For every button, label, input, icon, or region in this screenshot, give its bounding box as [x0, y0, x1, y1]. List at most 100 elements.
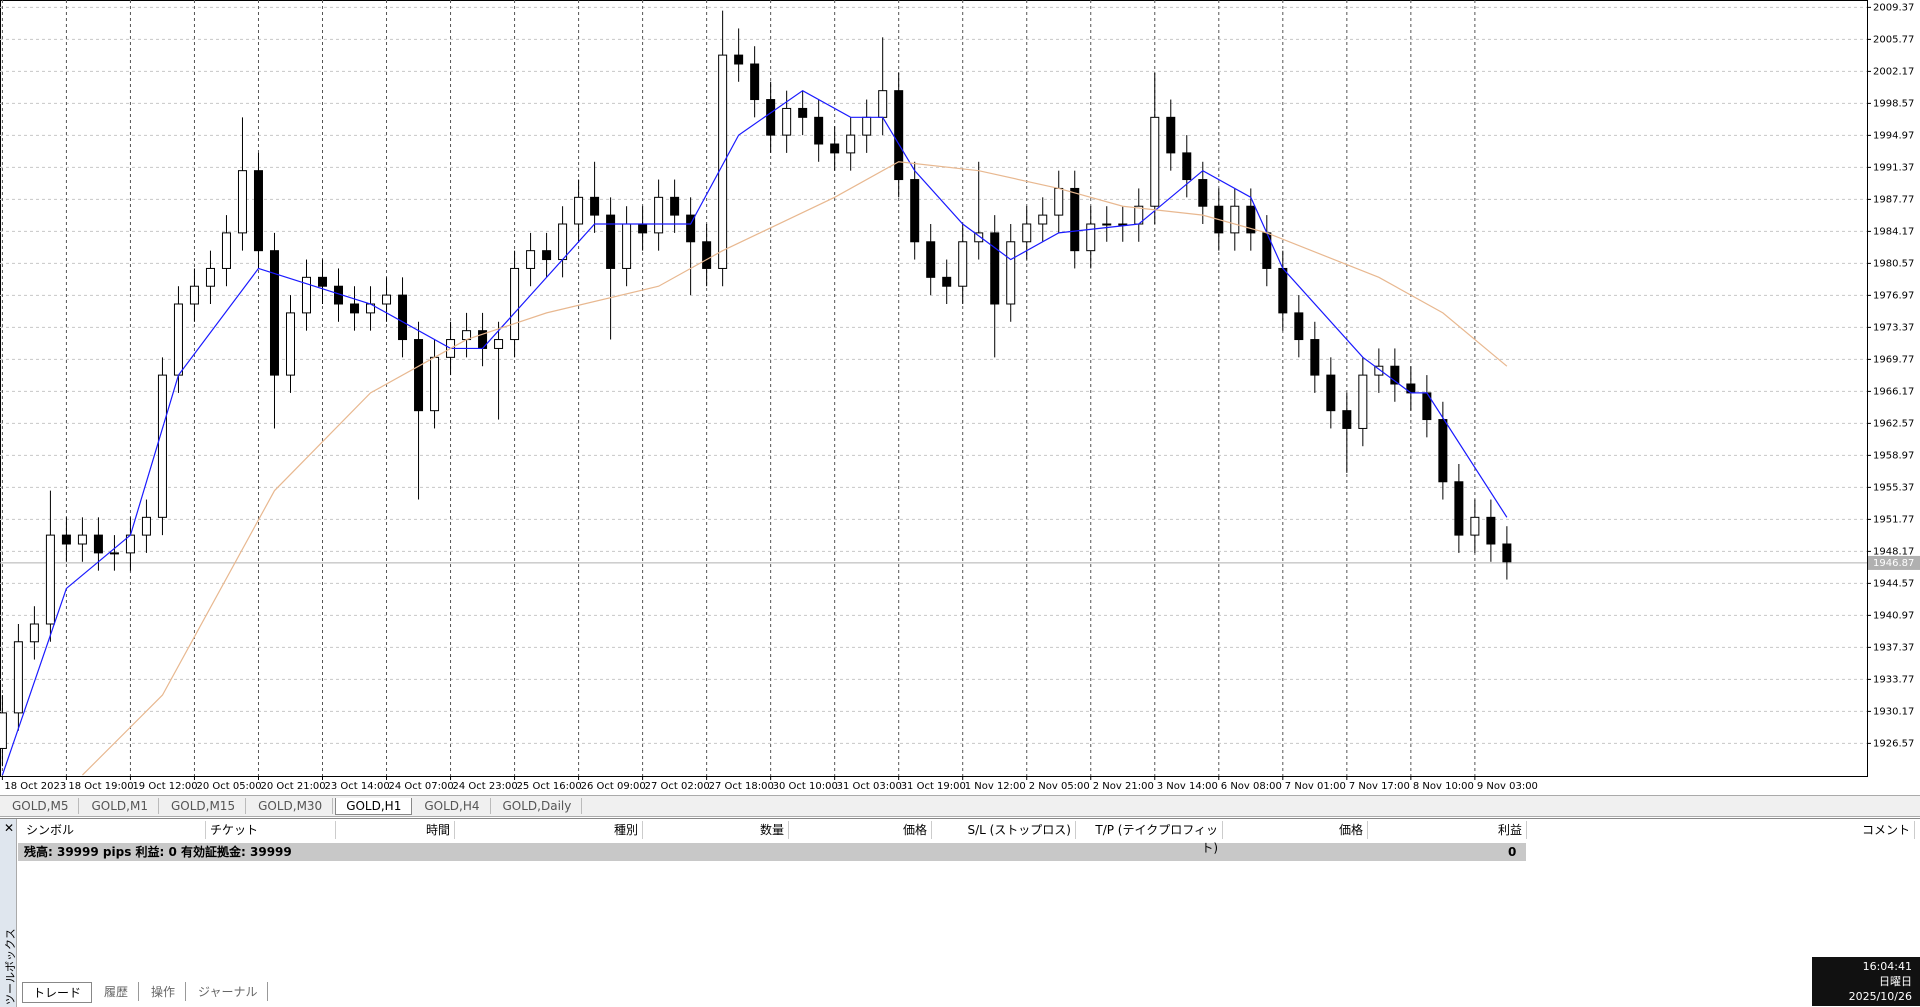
candle-body: [926, 241, 936, 278]
candle-body: [702, 241, 712, 269]
column-header[interactable]: 価格: [1223, 821, 1368, 839]
y-tick-label: 1994.97: [1873, 130, 1914, 141]
x-tick-label: 2 Nov 05:00: [1029, 781, 1090, 792]
candle-body: [558, 223, 568, 261]
x-tick-label: 27 Oct 18:00: [709, 781, 774, 792]
candle-body: [1342, 410, 1352, 429]
column-header[interactable]: 時間: [336, 821, 455, 839]
candle-body: [237, 170, 247, 234]
x-tick-label: 27 Oct 02:00: [645, 781, 710, 792]
symbol-tab[interactable]: GOLD,M5: [2, 798, 80, 814]
y-tick-label: 2005.77: [1873, 34, 1914, 45]
y-tick-label: 2009.37: [1873, 2, 1914, 13]
y-tick-label: 1951.77: [1873, 514, 1914, 525]
column-header[interactable]: 種別: [455, 821, 643, 839]
candle-body: [1182, 152, 1192, 181]
clock-weekday: 日曜日: [1879, 975, 1912, 988]
candle-body: [942, 276, 952, 287]
candle-body: [542, 250, 552, 261]
candle-body: [61, 534, 71, 545]
candle-body: [1454, 481, 1464, 536]
candle-body: [1390, 365, 1400, 385]
candle-body: [221, 232, 231, 269]
x-tick-label: 18 Oct 2023: [4, 781, 66, 792]
x-tick-label: 26 Oct 09:00: [581, 781, 646, 792]
y-tick-label: 1966.17: [1873, 386, 1914, 397]
y-tick-label: 1955.37: [1873, 482, 1914, 493]
summary-profit: 0: [1508, 845, 1517, 859]
column-header[interactable]: T/P (テイクプロフィット): [1076, 821, 1223, 855]
candle-body: [846, 134, 856, 154]
x-tick-label: 20 Oct 05:00: [196, 781, 261, 792]
candle-body: [974, 232, 984, 243]
candle-body: [414, 339, 424, 412]
candle-body: [1150, 116, 1160, 207]
candle-body: [910, 179, 920, 243]
symbol-tab[interactable]: GOLD,H4: [414, 798, 491, 814]
column-header[interactable]: 価格: [789, 821, 932, 839]
y-tick-label: 1937.37: [1873, 642, 1914, 653]
toolbox-tab[interactable]: ジャーナル: [188, 982, 269, 1001]
candle-body: [526, 250, 536, 269]
y-tick-label: 1998.57: [1873, 98, 1914, 109]
candle-body: [382, 294, 392, 305]
candle-body: [686, 214, 696, 243]
candle-body: [29, 623, 39, 643]
symbol-tab[interactable]: GOLD,M30: [248, 798, 334, 814]
y-tick-label: 1980.57: [1873, 258, 1914, 269]
candle-body: [1070, 187, 1080, 252]
candle-body: [1038, 214, 1048, 225]
candle-body: [510, 267, 520, 341]
candle-body: [750, 63, 760, 101]
candle-body: [1278, 267, 1288, 314]
candle-body: [350, 303, 360, 314]
candle-body: [830, 143, 840, 154]
candle-body: [1054, 187, 1064, 216]
candle-body: [205, 267, 215, 287]
candle-body: [1086, 223, 1096, 252]
symbol-tab[interactable]: GOLD,H1: [335, 798, 413, 815]
y-tick-label: 1984.17: [1873, 226, 1914, 237]
column-header[interactable]: 利益: [1368, 821, 1527, 839]
candle-body: [109, 552, 119, 555]
candle-body: [1246, 205, 1256, 234]
y-tick-label: 1976.97: [1873, 290, 1914, 301]
candle-body: [141, 516, 151, 536]
candle-body: [1310, 339, 1320, 376]
x-tick-label: 23 Oct 14:00: [325, 781, 390, 792]
toolbox-tab[interactable]: トレード: [22, 982, 93, 1003]
candle-body: [398, 294, 408, 341]
column-header[interactable]: S/L (ストップロス): [932, 821, 1076, 839]
candle-body: [1470, 516, 1480, 536]
x-tick-label: 8 Nov 10:00: [1413, 781, 1474, 792]
clock-date: 2025/10/26: [1848, 990, 1912, 1003]
plot-frame: [0, 0, 1868, 777]
x-tick-label: 24 Oct 23:00: [453, 781, 518, 792]
symbol-tabs: GOLD,M5 GOLD,M1 GOLD,M15 GOLD,M30 GOLD,H1 GOL…: [0, 795, 1920, 817]
clock: 16:04:41 日曜日 2025/10/26: [1812, 957, 1920, 1006]
candle-body: [1118, 223, 1128, 226]
y-tick-label: 1926.57: [1873, 738, 1914, 749]
column-header[interactable]: コメント: [1527, 821, 1915, 839]
y-tick-label: 1991.37: [1873, 162, 1914, 173]
x-tick-label: 18 Oct 19:00: [68, 781, 133, 792]
candle-body: [1326, 374, 1336, 412]
toolbox-tab[interactable]: 履歴: [94, 982, 140, 1001]
symbol-tab[interactable]: GOLD,Daily: [493, 798, 583, 814]
candle-body: [1198, 179, 1208, 207]
column-header[interactable]: シンボル: [22, 821, 206, 839]
close-button[interactable]: ✕: [4, 821, 15, 835]
candle-body: [638, 223, 648, 234]
column-header[interactable]: 数量: [643, 821, 789, 839]
candle-body: [13, 641, 23, 714]
x-tick-label: 6 Nov 08:00: [1221, 781, 1282, 792]
toolbox-tab[interactable]: 操作: [141, 982, 187, 1001]
y-tick-label: 1962.57: [1873, 418, 1914, 429]
price-label-bg: [1868, 555, 1920, 570]
symbol-tab[interactable]: GOLD,M1: [81, 798, 159, 814]
clock-time: 16:04:41: [1862, 960, 1912, 973]
candle-body: [958, 241, 968, 287]
symbol-tab[interactable]: GOLD,M15: [161, 798, 247, 814]
column-header[interactable]: チケット: [206, 821, 336, 839]
